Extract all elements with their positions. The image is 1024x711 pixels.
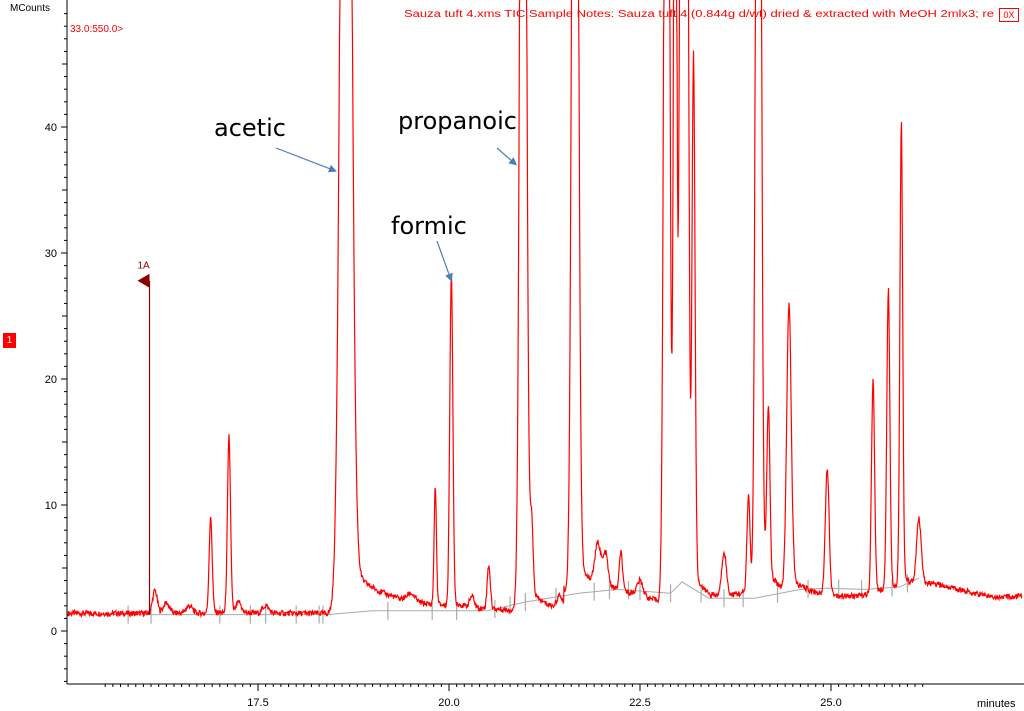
mass-range-label: 33.0:550.0> [70,24,123,35]
y-ticks: 0 10 20 30 40 [45,122,67,638]
x-tick-label: 25.0 [820,697,841,709]
annotation-propanoic-arrow [496,147,517,166]
tic-trace-line [67,0,1023,619]
x-axis-label: minutes [977,698,1016,710]
y-tick-label: 30 [45,248,57,260]
y-tick-label: 40 [45,122,57,134]
annotation-propanoic: propanoic [398,107,517,135]
baseline-trace [112,577,920,616]
close-icon[interactable]: 0X [999,8,1019,22]
annotation-formic: formic [391,212,467,240]
y-tick-label: 20 [45,374,57,386]
peak-annotations: acetic propanoic formic [214,107,517,282]
marker-1a-label: 1A [138,261,151,272]
annotation-formic-arrow [436,240,453,282]
integration-event-ticks [127,574,909,624]
annotation-acetic: acetic [214,114,286,142]
x-minor-ticks [104,684,924,687]
channel-badge[interactable]: 1 [3,333,16,348]
marker-1a[interactable]: 1A [137,261,151,615]
y-tick-label: 10 [45,500,57,512]
x-tick-label: 20.0 [438,697,459,709]
marker-1a-flag [137,273,150,288]
annotation-acetic-arrow [275,147,337,173]
y-axis-label: MCounts [10,3,50,14]
x-ticks: 17.5 20.0 22.5 25.0 [247,684,842,709]
y-tick-label: 0 [51,626,57,638]
y-minor-ticks [62,13,67,682]
x-tick-label: 22.5 [629,697,650,709]
axes [62,0,1024,687]
x-tick-label: 17.5 [247,697,268,709]
sample-notes-title: Sauza tuft 4.xms TIC Sample Notes: Sauza… [404,9,995,20]
